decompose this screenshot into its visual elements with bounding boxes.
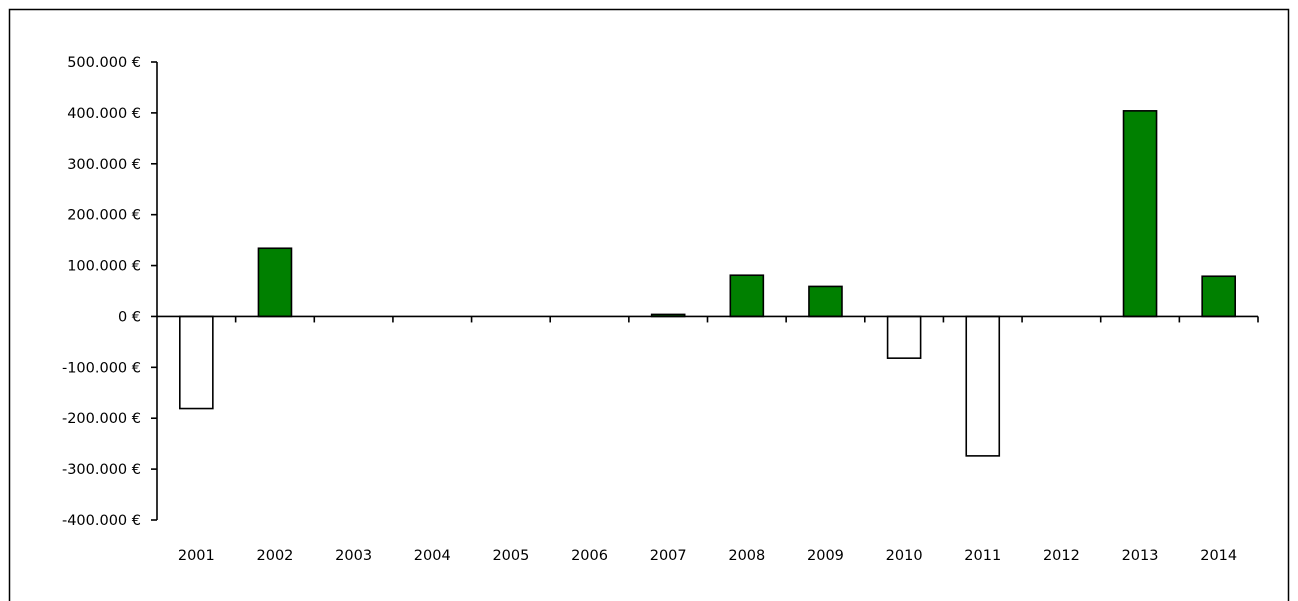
y-tick-label: 0 € bbox=[118, 309, 141, 325]
y-tick-label: 500.000 € bbox=[67, 55, 141, 71]
x-tick-label: 2002 bbox=[257, 548, 294, 564]
x-tick-label: 2004 bbox=[414, 548, 451, 564]
x-tick-label: 2001 bbox=[178, 548, 215, 564]
bar-2013 bbox=[1122, 110, 1158, 318]
x-tick-label: 2014 bbox=[1200, 548, 1237, 564]
y-tick-label: -300.000 € bbox=[62, 462, 141, 478]
x-tick-label: 2003 bbox=[335, 548, 372, 564]
axes: 500.000 € 400.000 € 300.000 € 200.000 € 100.… bbox=[62, 55, 1259, 564]
bar-2010 bbox=[886, 315, 922, 359]
bar-2009 bbox=[808, 285, 843, 318]
y-tick-label: -400.000 € bbox=[62, 513, 141, 529]
x-tick-label: 2011 bbox=[964, 548, 1001, 564]
y-tick-label: 400.000 € bbox=[67, 106, 141, 122]
x-tick-label: 2013 bbox=[1122, 548, 1159, 564]
bar-2001 bbox=[179, 315, 214, 410]
y-tick-label: -100.000 € bbox=[62, 360, 141, 376]
y-tick-label: -200.000 € bbox=[62, 411, 141, 427]
y-tick-label: 200.000 € bbox=[67, 208, 141, 224]
bar-2002 bbox=[257, 247, 293, 318]
bar-2008 bbox=[729, 274, 765, 318]
x-tick-label: 2005 bbox=[492, 548, 529, 564]
x-tick-label: 2006 bbox=[571, 548, 608, 564]
bar-2011 bbox=[965, 315, 1001, 457]
x-tick-label: 2008 bbox=[728, 548, 765, 564]
x-tick-label: 2012 bbox=[1043, 548, 1080, 564]
y-tick-label: 100.000 € bbox=[67, 259, 141, 275]
x-tick-label: 2009 bbox=[807, 548, 844, 564]
x-tick-label: 2010 bbox=[886, 548, 923, 564]
chart-border bbox=[8, 8, 1290, 601]
x-tick-label: 2007 bbox=[650, 548, 687, 564]
bar-2014 bbox=[1201, 275, 1236, 318]
y-tick-label: 300.000 € bbox=[67, 157, 141, 173]
